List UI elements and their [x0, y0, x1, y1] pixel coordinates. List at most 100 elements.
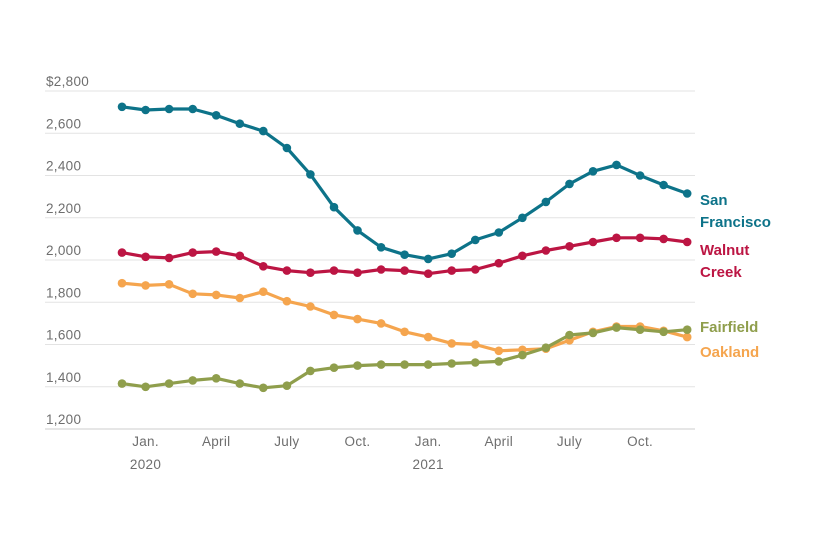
gridlines-group: $2,800 2,600 2,400 2,200 2,000 1,800 1,600 1,40…: [45, 74, 695, 430]
data-point-san-francisco: [400, 250, 409, 259]
data-point-san-francisco: [494, 228, 504, 237]
data-point-walnut-creek: [117, 248, 127, 257]
y-tick-label: 1,400: [46, 370, 81, 385]
data-point-san-francisco: [518, 213, 527, 223]
data-point-fairfield: [211, 374, 221, 383]
data-point-fairfield: [188, 376, 197, 385]
data-point-oakland: [259, 287, 268, 297]
data-point-fairfield: [494, 357, 504, 366]
x-tick-year-label: 2021: [413, 457, 444, 472]
data-point-walnut-creek: [635, 233, 645, 243]
legend-label-oakland: Oakland: [700, 344, 759, 361]
data-point-walnut-creek: [612, 233, 621, 243]
data-point-fairfield: [235, 379, 245, 388]
data-point-fairfield: [471, 358, 480, 367]
data-point-fairfield: [518, 350, 527, 360]
data-point-fairfield: [329, 363, 339, 373]
data-point-fairfield: [612, 323, 621, 332]
data-point-walnut-creek: [494, 258, 504, 268]
data-point-walnut-creek: [188, 248, 197, 257]
data-point-oakland: [117, 278, 127, 288]
x-tick-label: July: [274, 434, 299, 449]
x-tick-label: Oct.: [627, 434, 653, 449]
data-point-fairfield: [682, 325, 692, 335]
data-point-oakland: [329, 310, 339, 320]
data-point-oakland: [235, 293, 245, 303]
data-point-walnut-creek: [164, 253, 174, 263]
data-point-san-francisco: [211, 111, 221, 120]
data-point-oakland: [400, 327, 409, 337]
legend-label-fairfield: Fairfield: [700, 319, 758, 336]
data-point-fairfield: [659, 327, 668, 337]
y-tick-label: 2,200: [46, 201, 81, 216]
data-point-oakland: [423, 332, 433, 342]
data-point-walnut-creek: [141, 252, 150, 262]
y-tick-label: 2,000: [46, 243, 81, 258]
data-point-fairfield: [541, 343, 551, 353]
data-point-fairfield: [376, 360, 386, 369]
data-point-fairfield: [423, 360, 433, 369]
data-point-walnut-creek: [447, 266, 457, 275]
data-point-san-francisco: [682, 189, 692, 198]
data-point-oakland: [447, 339, 457, 348]
data-point-oakland: [353, 314, 362, 324]
series-line-oakland: [120, 281, 689, 353]
data-point-san-francisco: [471, 235, 480, 245]
data-point-fairfield: [164, 379, 174, 388]
x-axis-group: Jan. 2020 April July Oct. Jan. 2021 April July Oc…: [130, 434, 653, 472]
data-point-fairfield: [447, 359, 457, 368]
x-tick-label: April: [485, 434, 514, 449]
data-point-fairfield: [588, 328, 598, 338]
data-point-oakland: [282, 296, 292, 306]
data-point-fairfield: [400, 360, 409, 369]
y-tick-label: 2,600: [46, 116, 81, 131]
data-point-walnut-creek: [353, 268, 362, 278]
data-point-san-francisco: [635, 171, 645, 180]
data-point-walnut-creek: [423, 269, 433, 279]
data-point-san-francisco: [565, 179, 574, 189]
data-point-walnut-creek: [400, 266, 409, 275]
y-tick-label: 1,200: [46, 412, 81, 427]
data-point-san-francisco: [659, 180, 668, 190]
data-point-walnut-creek: [306, 268, 315, 278]
x-tick-label: Jan.: [415, 434, 442, 449]
data-point-walnut-creek: [541, 246, 551, 255]
data-point-san-francisco: [541, 197, 551, 207]
data-point-walnut-creek: [588, 237, 598, 247]
data-point-walnut-creek: [471, 265, 480, 274]
data-point-san-francisco: [329, 202, 339, 212]
data-point-san-francisco: [117, 102, 127, 112]
legend-label-san-francisco: San: [700, 192, 728, 209]
data-point-oakland: [141, 281, 150, 290]
data-point-san-francisco: [282, 143, 292, 153]
data-point-oakland: [306, 302, 315, 311]
data-point-fairfield: [282, 381, 292, 391]
series-group: [117, 102, 692, 393]
data-point-walnut-creek: [235, 251, 245, 261]
data-point-san-francisco: [188, 104, 197, 114]
data-point-fairfield: [259, 383, 268, 393]
series-line-san-francisco: [120, 105, 689, 261]
data-point-fairfield: [353, 361, 362, 370]
legend-label-walnut-creek: Creek: [700, 264, 742, 281]
data-point-oakland: [211, 290, 221, 300]
series-line-fairfield: [120, 326, 689, 390]
y-tick-label: 1,800: [46, 285, 81, 300]
x-tick-label: April: [202, 434, 231, 449]
data-point-san-francisco: [141, 105, 150, 115]
data-point-walnut-creek: [259, 262, 268, 271]
y-tick-label: $2,800: [46, 74, 89, 89]
data-point-san-francisco: [259, 126, 268, 136]
data-point-walnut-creek: [211, 247, 221, 256]
data-point-fairfield: [306, 366, 315, 376]
data-point-san-francisco: [353, 226, 362, 235]
data-point-oakland: [494, 346, 504, 356]
data-point-walnut-creek: [565, 242, 574, 251]
data-point-oakland: [164, 280, 174, 289]
x-tick-label: July: [557, 434, 582, 449]
data-point-san-francisco: [612, 160, 621, 170]
y-tick-label: 2,400: [46, 159, 81, 174]
data-point-walnut-creek: [682, 237, 692, 247]
